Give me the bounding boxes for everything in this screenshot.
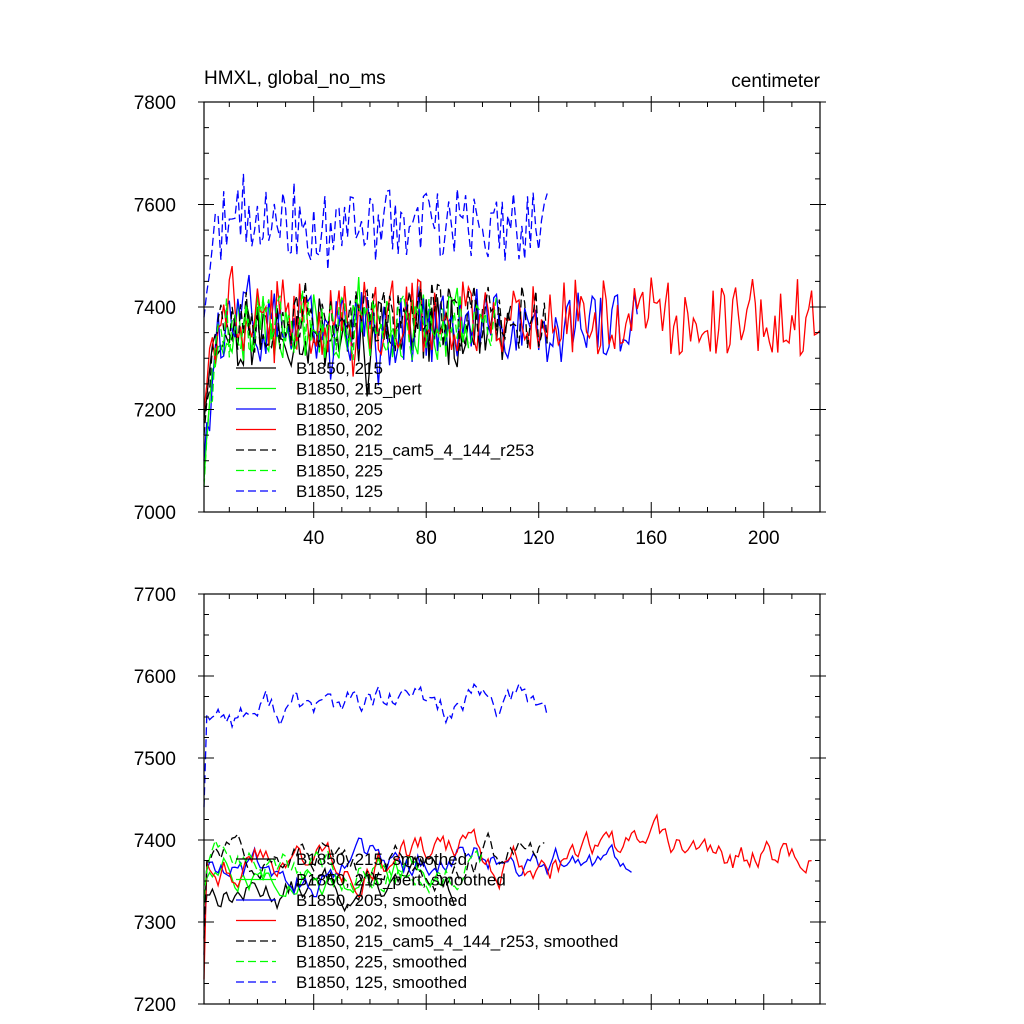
y-tick-label: 7400 xyxy=(134,298,176,319)
series-line-5 xyxy=(203,281,548,436)
units-label: centimeter xyxy=(731,71,820,92)
legend-label: B1850, 215_pert xyxy=(296,380,422,399)
series-line-7 xyxy=(203,682,548,808)
series-line-6 xyxy=(203,838,484,898)
y-tick-label: 7700 xyxy=(134,585,176,606)
legend-label: B1850, 225 xyxy=(296,462,383,481)
legend-label: B1850, 225, smoothed xyxy=(296,953,467,972)
y-tick-label: 7200 xyxy=(134,401,176,422)
y-tick-label: 7600 xyxy=(134,196,176,217)
y-tick-label: 7000 xyxy=(134,503,176,524)
legend-label: B1850, 125, smoothed xyxy=(296,973,467,992)
top-panel: 40 80 120 160 200 7000 7200 7400 7600 7800 HMXL, g… xyxy=(134,68,826,549)
legend-label: B1850, 215, smoothed xyxy=(296,850,467,869)
x-tick-label: 120 xyxy=(523,528,555,549)
series-line-5 xyxy=(203,831,545,939)
legend-label: B1850, 215_pert, smoothed xyxy=(296,871,506,890)
bottom-panel: 7200 7300 7400 7500 7600 7700 B1850, 215, smoo… xyxy=(134,585,826,1016)
y-tick-label: 7200 xyxy=(134,995,176,1016)
legend-label: B1850, 205, smoothed xyxy=(296,891,467,910)
x-tick-label: 80 xyxy=(416,528,437,549)
legend-label: B1850, 202 xyxy=(296,421,383,440)
legend-label: B1850, 202, smoothed xyxy=(296,912,467,931)
y-tick-label: 7300 xyxy=(134,913,176,934)
legend-label: B1850, 215_cam5_4_144_r253, smoothed xyxy=(296,932,618,951)
legend-label: B1850, 205 xyxy=(296,400,383,419)
legend-label: B1850, 215 xyxy=(296,359,383,378)
y-tick-label: 7400 xyxy=(134,831,176,852)
series-line-6 xyxy=(203,289,498,487)
y-tick-label: 7800 xyxy=(134,93,176,114)
x-tick-label: 200 xyxy=(748,528,780,549)
x-tick-label: 40 xyxy=(303,528,324,549)
legend-label: B1850, 125 xyxy=(296,482,383,501)
y-tick-label: 7500 xyxy=(134,749,176,770)
series-line-4 xyxy=(203,813,812,980)
y-tick-label: 7600 xyxy=(134,667,176,688)
legend-label: B1850, 215_cam5_4_144_r253 xyxy=(296,441,534,460)
chart-title: HMXL, global_no_ms xyxy=(204,68,386,89)
x-tick-label: 160 xyxy=(635,528,667,549)
